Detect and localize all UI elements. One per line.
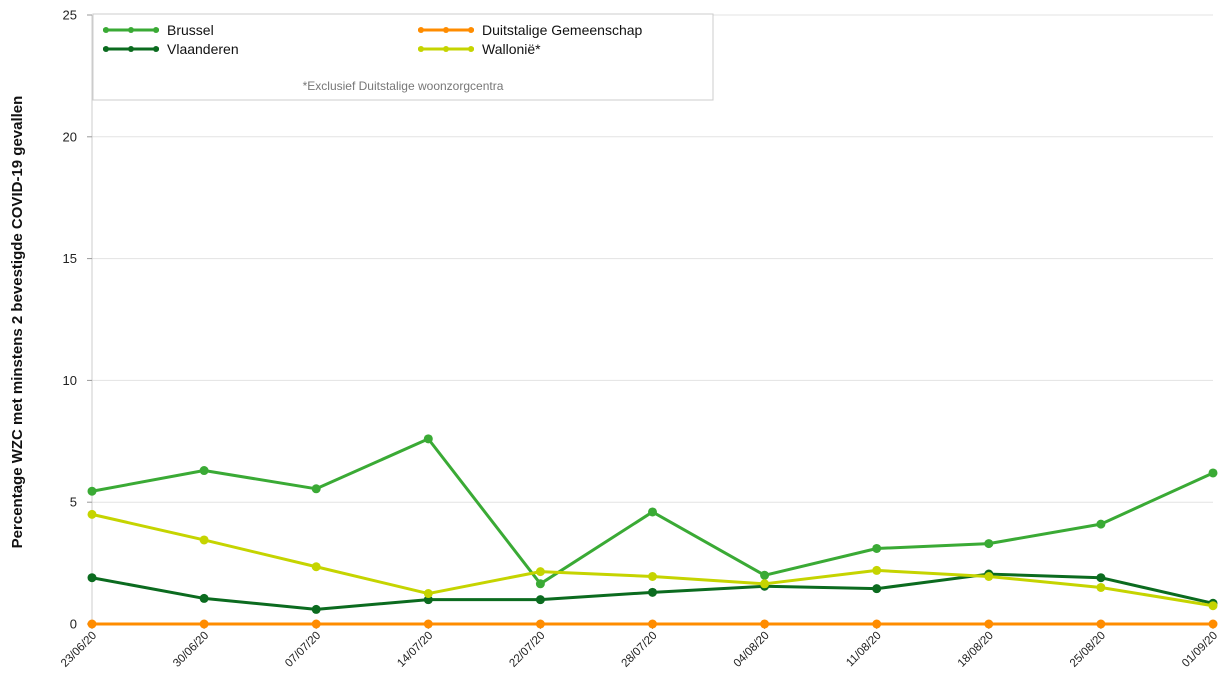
x-tick-label: 28/07/20	[619, 630, 659, 670]
data-point	[87, 486, 97, 496]
data-point	[984, 539, 994, 549]
data-point	[648, 571, 657, 581]
y-tick-label: 25	[63, 8, 77, 23]
legend-marker	[443, 27, 449, 33]
data-point	[984, 571, 994, 581]
data-point	[535, 567, 545, 577]
legend-marker	[468, 27, 474, 33]
data-point	[199, 535, 209, 545]
data-point	[311, 484, 321, 494]
data-point	[760, 579, 770, 589]
legend-label: Vlaanderen	[167, 41, 239, 57]
data-point	[423, 434, 433, 444]
data-point	[1096, 573, 1106, 583]
legend-marker	[128, 46, 134, 52]
legend: Brussel Duitstalige Gemeenschap Vlaanderen…	[92, 13, 714, 101]
x-tick-label: 18/08/20	[956, 630, 996, 670]
data-point	[199, 466, 209, 476]
legend-marker	[468, 46, 474, 52]
legend-marker	[418, 27, 424, 33]
data-point	[872, 584, 882, 594]
data-point	[535, 579, 545, 589]
x-tick-label: 07/07/20	[283, 630, 323, 670]
data-point	[87, 509, 97, 519]
legend-marker	[153, 27, 159, 33]
x-tick-label: 01/09/20	[1180, 630, 1219, 670]
data-point	[423, 619, 433, 629]
x-tick-label: 14/07/20	[395, 630, 435, 670]
legend-item: Wallonië*	[418, 41, 541, 57]
x-tick-label: 04/08/20	[732, 630, 772, 670]
data-point	[535, 595, 545, 605]
series-lines	[87, 434, 1218, 629]
x-ticks: 23/06/20 30/06/20 07/07/20 14/07/20 22/07/20…	[59, 624, 1219, 670]
data-point	[311, 562, 321, 572]
y-tick-label: 20	[63, 129, 77, 144]
y-tick-label: 0	[70, 617, 77, 632]
x-tick-label: 22/07/20	[507, 630, 547, 670]
legend-marker	[103, 46, 109, 52]
data-point	[648, 507, 657, 517]
data-point	[1208, 468, 1218, 478]
y-tick-label: 5	[70, 495, 77, 510]
legend-label: Wallonië*	[482, 41, 541, 57]
data-point	[872, 619, 882, 629]
data-point	[760, 619, 770, 629]
series-duitstalige-gemeenschap	[87, 619, 1218, 629]
legend-label: Duitstalige Gemeenschap	[482, 22, 643, 38]
legend-item: Brussel	[103, 22, 214, 38]
data-point	[199, 619, 209, 629]
legend-note: *Exclusief Duitstalige woonzorgcentra	[303, 79, 504, 93]
data-point	[1208, 619, 1218, 629]
legend-label: Brussel	[167, 22, 214, 38]
data-point	[87, 573, 97, 583]
data-point	[1096, 619, 1106, 629]
legend-marker	[128, 27, 134, 33]
legend-marker	[103, 27, 109, 33]
y-tick-label: 10	[63, 373, 77, 388]
series-walloni	[87, 509, 1218, 611]
data-point	[984, 619, 994, 629]
legend-marker	[443, 46, 449, 52]
x-tick-label: 25/08/20	[1068, 630, 1108, 670]
legend-box	[92, 13, 714, 101]
data-point	[199, 593, 209, 603]
data-point	[535, 619, 545, 629]
data-point	[648, 587, 657, 597]
data-point	[872, 543, 882, 553]
data-point	[760, 570, 770, 580]
data-point	[1096, 582, 1106, 592]
data-point	[872, 565, 882, 575]
x-tick-label: 30/06/20	[171, 630, 211, 670]
legend-item: Duitstalige Gemeenschap	[418, 22, 643, 38]
data-point	[1096, 519, 1106, 529]
legend-marker	[418, 46, 424, 52]
x-tick-label: 11/08/20	[844, 630, 884, 670]
y-axis-label: Percentage WZC met minstens 2 bevestigde…	[9, 96, 26, 549]
series-brussel	[87, 434, 1218, 589]
legend-item: Vlaanderen	[103, 41, 239, 57]
data-point	[311, 619, 321, 629]
y-ticks: 0 5 10 15 20 25	[63, 8, 92, 632]
data-point	[648, 619, 657, 629]
y-tick-label: 15	[63, 251, 77, 266]
x-tick-label: 23/06/20	[59, 630, 99, 670]
data-point	[311, 604, 321, 614]
legend-marker	[153, 46, 159, 52]
data-point	[423, 589, 433, 599]
data-point	[1208, 601, 1218, 611]
legend-items: Brussel Duitstalige Gemeenschap Vlaanderen…	[103, 22, 643, 57]
data-point	[87, 619, 97, 629]
